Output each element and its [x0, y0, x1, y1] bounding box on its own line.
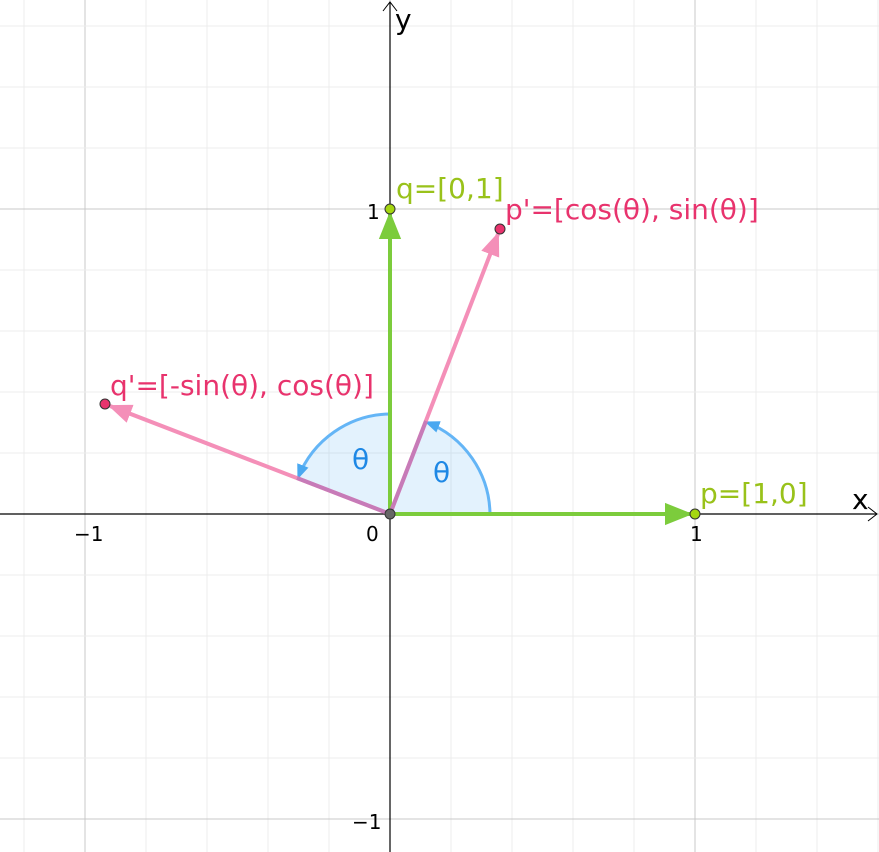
- y-tick-label: −1: [352, 810, 381, 834]
- point-label: q=[0,1]: [396, 172, 504, 205]
- point-label: p'=[cos(θ), sin(θ)]: [505, 193, 759, 226]
- y-tick-label: 1: [367, 200, 380, 224]
- angle-arc: [424, 420, 492, 515]
- x-arrow: [867, 506, 878, 522]
- x-tick-label: −1: [74, 522, 103, 546]
- point-label: p=[1,0]: [700, 477, 808, 510]
- angle-label: θ: [433, 456, 450, 489]
- angle-sector: [296, 414, 390, 514]
- point-p: [689, 508, 701, 520]
- y-arrow: [382, 1, 398, 12]
- overlap: [388, 420, 428, 515]
- overlap: [296, 476, 391, 516]
- point-q: [384, 203, 396, 215]
- angle-arc: [296, 412, 391, 480]
- point-q-rot: [99, 398, 111, 410]
- angle-sector: [390, 420, 490, 514]
- x-tick-label: 0: [366, 522, 379, 546]
- y-label: y: [395, 3, 412, 36]
- x-tick-label: 1: [690, 522, 703, 546]
- origin: [384, 508, 396, 520]
- angle-label: θ: [352, 443, 369, 476]
- point-label: q'=[-sin(θ), cos(θ)]: [110, 369, 374, 402]
- point-p-rot: [494, 223, 506, 235]
- x-label: x: [852, 483, 869, 516]
